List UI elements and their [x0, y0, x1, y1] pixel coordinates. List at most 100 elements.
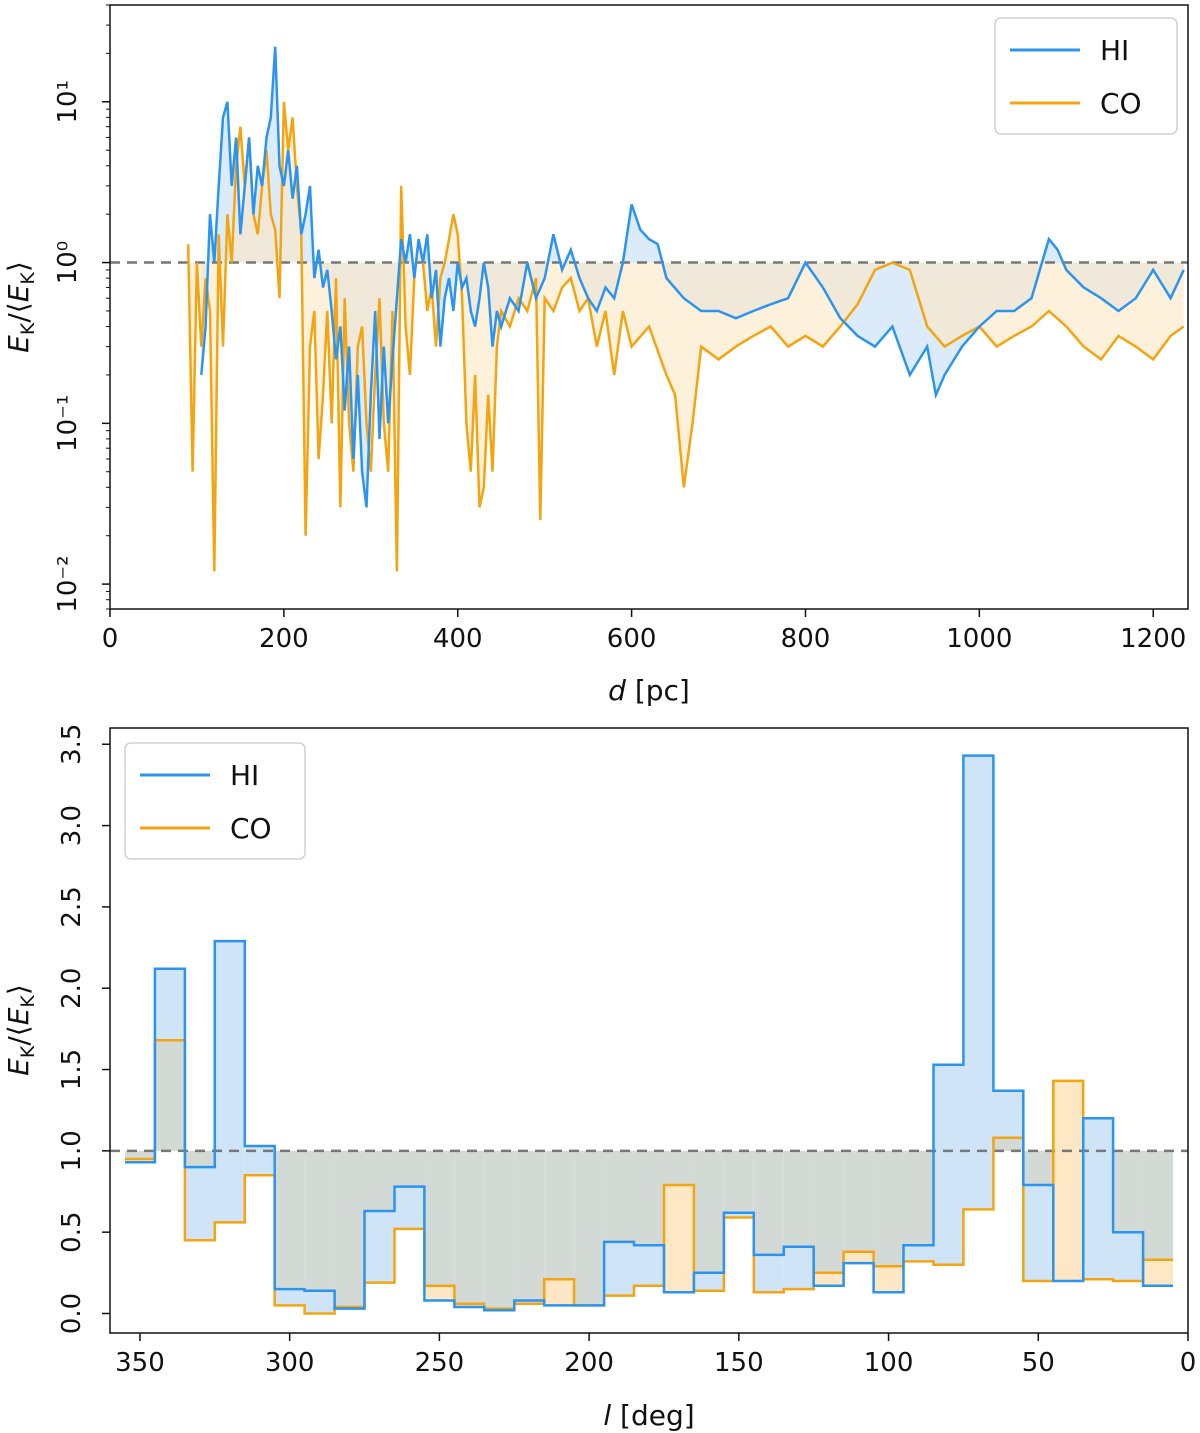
y-tick-label: 3.5 [57, 724, 87, 765]
hi-fill-area [1113, 1232, 1144, 1281]
x-tick-label: 600 [607, 624, 657, 654]
gray-fill-area [454, 1150, 485, 1304]
y-axis-label: EK​/⟨EK​⟩ [2, 261, 39, 353]
co-fill-area [424, 1285, 455, 1301]
gray-fill-area [394, 1150, 425, 1187]
co-fill-area [124, 1158, 155, 1163]
hi-fill-area [394, 1186, 425, 1229]
hi-fill-area [903, 1245, 934, 1262]
hi-fill-area [693, 1272, 724, 1291]
y-tick-label: 3.0 [57, 805, 87, 846]
x-tick-label: 0 [1180, 1348, 1197, 1378]
longitude-chart: 350 300 250 200 150 100 50 0 0.0 0.5 1.0 1.5 2.0 2.5… [2, 724, 1196, 1432]
x-tick-label: 400 [433, 624, 483, 654]
x-tick-label: 50 [1022, 1348, 1055, 1378]
y-tick-label: 0.5 [57, 1211, 87, 1252]
x-tick-label: 100 [864, 1348, 914, 1378]
hi-fill-area [1083, 1118, 1114, 1280]
y-tick-label: 10⁻¹ [53, 395, 83, 452]
x-tick-label: 200 [259, 624, 309, 654]
gray-fill-area [873, 1150, 904, 1267]
gray-fill-area [1023, 1150, 1054, 1186]
gray-fill-area [544, 1150, 575, 1280]
x-tick-label: 350 [115, 1348, 165, 1378]
gray-fill-area [993, 1137, 1024, 1151]
x-tick-label: 150 [714, 1348, 764, 1378]
co-fill-area [873, 1266, 904, 1293]
gray-fill-area [663, 1150, 694, 1186]
gray-fill-area [783, 1150, 814, 1247]
gray-fill-area [124, 1150, 155, 1159]
co-fill-area [843, 1251, 874, 1264]
x-tick-label: 250 [415, 1348, 465, 1378]
co-fill-area [1143, 1259, 1174, 1286]
hi-fill-area [274, 1289, 305, 1306]
co-series-step [125, 1039, 1173, 1315]
legend: HI CO [124, 742, 306, 860]
y-tick-label: 2.0 [57, 968, 87, 1009]
gray-fill-area [813, 1150, 844, 1273]
plot-frame [109, 727, 1189, 1334]
hi-fill-area [604, 1241, 635, 1296]
x-tick-label: 300 [265, 1348, 315, 1378]
gray-fill-area [753, 1150, 784, 1255]
hi-fill-area [154, 968, 185, 1041]
gray-fill-area [484, 1150, 515, 1309]
y-axis-label: EK​/⟨EK​⟩ [2, 984, 39, 1076]
gray-fill-area [184, 1150, 215, 1168]
gray-fill-area [304, 1150, 335, 1291]
y-tick-label: 0.0 [57, 1293, 87, 1334]
co-fill-area [813, 1272, 844, 1286]
legend-co-label: CO [1100, 87, 1142, 120]
gray-fill-area [424, 1150, 455, 1286]
legend-hi-label: HI [1100, 34, 1129, 67]
hi-fill-area [993, 1090, 1024, 1138]
x-axis-label: d [pc] [608, 674, 690, 707]
x-axis-label: l [deg] [603, 1399, 694, 1432]
hi-fill-area [1023, 1185, 1054, 1281]
hi-series-line [200, 46, 1185, 508]
hi-fill-area [963, 755, 994, 1210]
gray-fill-area [604, 1150, 635, 1242]
hi-fill-area [753, 1254, 784, 1293]
hi-fill-area [783, 1246, 814, 1290]
hi-fill-area [184, 1167, 215, 1241]
co-fill-area [454, 1303, 485, 1307]
gray-fill-area [1113, 1150, 1144, 1233]
gray-fill-area [514, 1150, 545, 1301]
y-tick-label: 10⁻² [53, 555, 83, 612]
gray-fill-area [574, 1150, 605, 1306]
x-tick-label: 1200 [1120, 624, 1186, 654]
hi-fill-area [634, 1245, 664, 1286]
co-fill-area [188, 101, 1184, 572]
gray-fill-area [364, 1150, 395, 1212]
legend-hi-label: HI [230, 759, 259, 792]
hi-fill-area [514, 1300, 545, 1304]
x-tick-label: 1000 [946, 624, 1012, 654]
gray-fill-area [1143, 1150, 1174, 1260]
gray-fill-area [693, 1150, 724, 1273]
distance-chart: 0 200 400 600 800 1000 1200 10⁻² 10⁻¹ 10⁰ 10¹ d [… [2, 4, 1189, 707]
y-tick-label: 2.5 [57, 886, 87, 927]
x-tick-label: 0 [102, 624, 119, 654]
hi-fill-area [304, 1290, 335, 1314]
legend-co-label: CO [230, 812, 272, 845]
gray-fill-area [634, 1150, 664, 1246]
hi-fill-area [723, 1212, 754, 1218]
hi-fill-area [214, 941, 245, 1223]
gray-fill-area [334, 1150, 365, 1307]
gray-fill-area [723, 1150, 754, 1213]
gray-fill-area [903, 1150, 934, 1246]
x-tick-label: 200 [564, 1348, 614, 1378]
x-tick-label: 800 [781, 624, 831, 654]
co-fill-area [1053, 1080, 1084, 1281]
gray-fill-area [274, 1150, 305, 1290]
hi-fill-area [364, 1211, 395, 1283]
co-fill-area [663, 1185, 694, 1293]
hi-series-step [125, 754, 1173, 1312]
y-tick-label: 10¹ [53, 80, 83, 124]
y-tick-label: 1.5 [57, 1049, 87, 1090]
co-series-line [186, 101, 1185, 572]
hi-fill-area [933, 1064, 964, 1265]
